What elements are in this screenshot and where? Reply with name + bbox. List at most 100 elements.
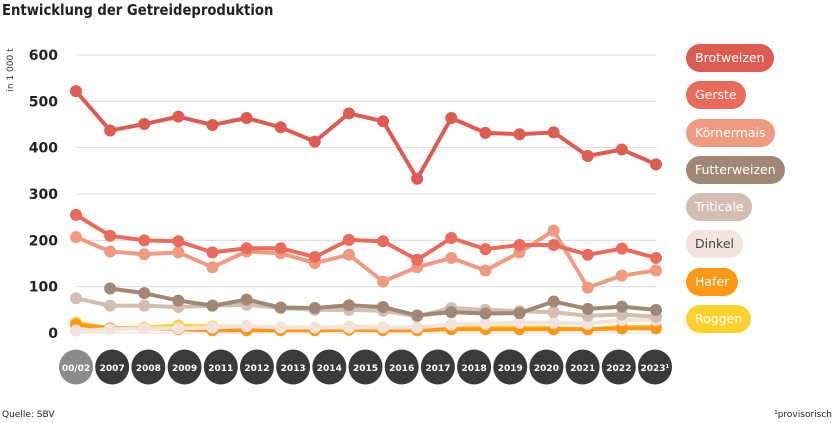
x-tick-label: 2009 [172, 364, 197, 374]
data-point-Brotweizen [377, 115, 390, 128]
x-tick-badge [239, 349, 274, 385]
data-point-Körnermais [615, 269, 628, 282]
data-point-Brotweizen [172, 110, 185, 123]
legend-item-dinkel: Dinkel [686, 230, 743, 259]
data-point-Futterweizen [342, 299, 355, 312]
data-point-Hafer [650, 322, 662, 335]
data-point-Körnermais [172, 246, 185, 259]
x-tick-badge [276, 349, 311, 385]
x-tick-badge [312, 349, 347, 385]
x-tick-badge [167, 349, 202, 385]
x-tick-label: 2012 [244, 364, 269, 374]
x-tick-badge [203, 349, 238, 385]
legend-item-körnermais: Körnermais [686, 118, 775, 147]
data-point-Gerste [240, 242, 253, 255]
data-point-Triticale [104, 299, 117, 312]
data-point-Futterweizen [581, 302, 594, 315]
legend-item-futterweizen: Futterweizen [686, 155, 785, 184]
data-point-Triticale [138, 299, 151, 312]
data-point-Brotweizen [650, 158, 662, 171]
data-point-Brotweizen [308, 135, 321, 148]
data-point-Futterweizen [445, 306, 458, 319]
data-point-Futterweizen [615, 300, 628, 313]
data-point-Körnermais [650, 264, 662, 277]
data-point-Brotweizen [138, 118, 151, 131]
y-tick-label: 600 [29, 48, 58, 64]
data-point-Körnermais [206, 261, 219, 274]
data-point-Dinkel [411, 321, 424, 334]
x-tick-label: 2017 [425, 364, 450, 374]
data-point-Körnermais [138, 248, 151, 261]
data-point-Brotweizen [513, 128, 526, 141]
data-point-Futterweizen [411, 309, 424, 322]
source-note: Quelle: SBV [2, 410, 55, 420]
x-tick-badge [131, 349, 166, 385]
data-point-Körnermais [342, 248, 355, 261]
x-tick-badge [638, 349, 672, 385]
legend: Brotweizen Gerste Körnermais Futterweizen Tr… [686, 44, 785, 342]
data-point-Dinkel [547, 316, 560, 329]
x-tick-label: 2007 [100, 364, 125, 374]
x-tick-badge [529, 349, 564, 385]
data-point-Dinkel [240, 320, 253, 333]
x-tick-badge [384, 349, 419, 385]
data-point-Futterweizen [104, 282, 117, 295]
data-point-Körnermais [445, 251, 458, 264]
x-tick-label: 2018 [462, 364, 487, 374]
data-point-Futterweizen [547, 295, 560, 308]
data-point-Futterweizen [513, 307, 526, 320]
data-point-Gerste [70, 208, 82, 221]
data-point-Gerste [513, 238, 526, 251]
data-point-Futterweizen [274, 301, 287, 314]
data-point-Triticale [70, 292, 82, 305]
y-tick-label: 300 [29, 187, 58, 203]
x-tick-label: 2020 [534, 364, 559, 374]
y-tick-label: 500 [29, 94, 58, 110]
data-point-Dinkel [342, 321, 355, 334]
data-point-Brotweizen [581, 150, 594, 163]
data-point-Brotweizen [479, 126, 492, 139]
data-point-Körnermais [581, 281, 594, 294]
x-tick-label: 2011 [208, 364, 233, 374]
data-point-Gerste [104, 229, 117, 242]
data-point-Dinkel [513, 316, 526, 329]
data-point-Futterweizen [240, 293, 253, 306]
legend-item-hafer: Hafer [686, 267, 739, 296]
data-point-Brotweizen [274, 121, 287, 134]
data-point-Futterweizen [308, 301, 321, 314]
x-tick-label: 2015 [353, 364, 378, 374]
x-tick-badge [457, 349, 492, 385]
legend-item-roggen: Roggen [686, 305, 752, 334]
x-tick-badge [493, 349, 528, 385]
legend-item-gerste: Gerste [686, 81, 746, 110]
x-tick-label: 2022 [606, 364, 631, 374]
data-point-Triticale [547, 306, 560, 319]
data-point-Gerste [581, 248, 594, 261]
data-point-Brotweizen [70, 85, 82, 98]
data-point-Brotweizen [206, 118, 219, 131]
data-point-Brotweizen [240, 112, 253, 125]
data-point-Körnermais [479, 264, 492, 277]
y-tick-label: 400 [29, 141, 58, 157]
data-point-Dinkel [274, 321, 287, 334]
data-point-Gerste [547, 238, 560, 251]
x-tick-label: 2008 [136, 364, 161, 374]
data-point-Dinkel [104, 323, 117, 336]
x-tick-label: 2019 [498, 364, 523, 374]
x-tick-label: 00/02 [62, 364, 90, 374]
data-point-Gerste [650, 251, 662, 264]
data-point-Dinkel [308, 321, 321, 334]
data-point-Körnermais [104, 245, 117, 258]
data-point-Gerste [274, 242, 287, 255]
data-point-Körnermais [377, 275, 390, 288]
data-point-Futterweizen [479, 307, 492, 320]
data-point-Brotweizen [104, 124, 117, 137]
data-point-Gerste [411, 253, 424, 266]
footnote: ¹provisorisch [774, 410, 832, 420]
legend-item-brotweizen: Brotweizen [686, 44, 774, 72]
data-point-Futterweizen [138, 287, 151, 300]
x-tick-label: 2014 [317, 364, 342, 374]
data-point-Gerste [342, 233, 355, 246]
x-tick-badge [565, 349, 600, 385]
